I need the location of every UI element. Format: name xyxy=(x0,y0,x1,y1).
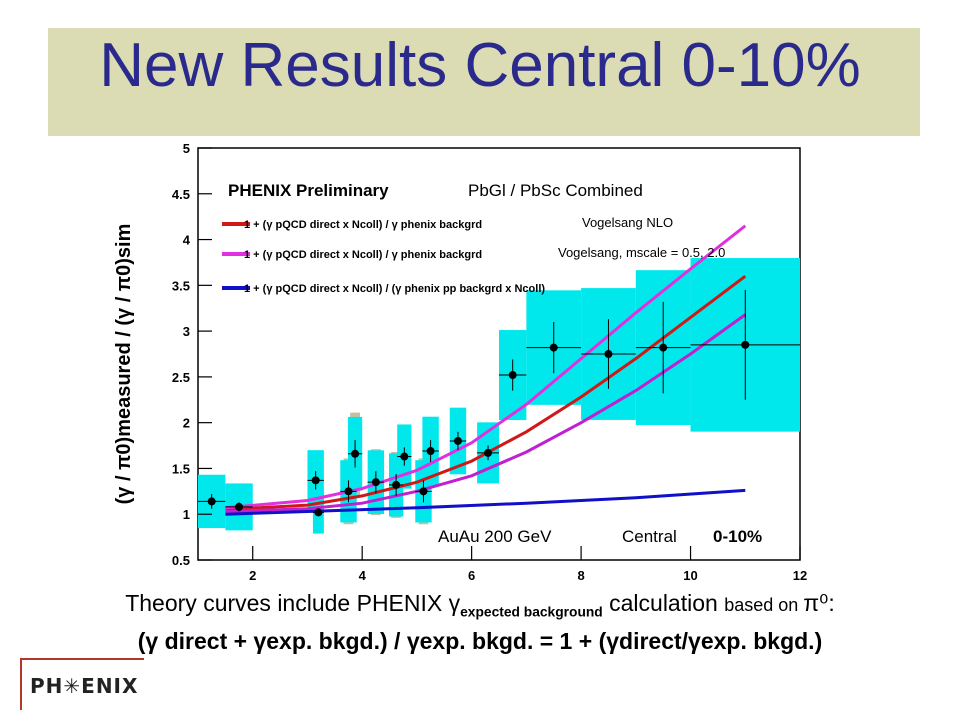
data-point xyxy=(426,447,435,456)
y-axis-label: (γ / π0)measured / (γ / π0)sim xyxy=(113,224,135,505)
y-tick-label: 1 xyxy=(183,507,190,522)
y-tick-label: 4.5 xyxy=(172,187,190,202)
x-tick-label: 4 xyxy=(359,568,367,583)
data-point xyxy=(400,452,409,461)
legend-note: Vogelsang NLO xyxy=(582,215,673,230)
data-point xyxy=(371,478,380,487)
x-tick-label: 10 xyxy=(683,568,697,583)
data-point xyxy=(419,487,428,496)
chart-header-bold: PHENIX Preliminary xyxy=(228,181,389,200)
data-point xyxy=(344,487,353,496)
phenix-logo: PH✳ENIX xyxy=(20,658,144,710)
data-point xyxy=(351,449,360,458)
data-point xyxy=(314,508,323,517)
data-point xyxy=(207,497,216,506)
caption-line-2: (γ direct + γexp. bkgd.) / γexp. bkgd. =… xyxy=(137,628,823,654)
caption-line-1: Theory curves include PHENIX γexpected b… xyxy=(125,590,835,620)
theory-curve xyxy=(225,224,747,510)
x-tick-label: 2 xyxy=(249,568,256,583)
annotation-centrality-range: 0-10% xyxy=(713,527,762,546)
annotation-centrality: Central xyxy=(622,527,677,546)
slide-title: New Results Central 0-10% xyxy=(99,31,861,100)
data-point xyxy=(741,340,750,349)
data-point xyxy=(604,350,613,358)
theory-curve xyxy=(225,488,746,516)
y-tick-label: 5 xyxy=(183,141,190,156)
data-point xyxy=(508,371,517,380)
data-point xyxy=(549,343,558,352)
data-point xyxy=(235,502,244,511)
data-point xyxy=(484,448,493,457)
data-point xyxy=(392,480,401,489)
y-tick-label: 0.5 xyxy=(172,553,190,568)
title-band xyxy=(48,28,920,136)
legend-text: 1 + (γ pQCD direct x Ncoll) / (γ phenix … xyxy=(244,283,545,295)
phenix-logo-text: PH✳ENIX xyxy=(30,674,139,698)
x-tick-label: 12 xyxy=(793,568,807,583)
y-tick-label: 2.5 xyxy=(172,370,190,385)
chart-header-normal: PbGl / PbSc Combined xyxy=(468,181,643,200)
y-tick-label: 1.5 xyxy=(172,461,190,476)
y-tick-label: 3.5 xyxy=(172,278,190,293)
annotation-system: AuAu 200 GeV xyxy=(438,527,552,546)
data-point xyxy=(311,476,320,485)
legend-note: Vogelsang, mscale = 0.5, 2.0 xyxy=(558,245,725,260)
x-tick-label: 6 xyxy=(468,568,475,583)
x-tick-label: 8 xyxy=(577,568,584,583)
y-tick-label: 2 xyxy=(183,416,190,431)
data-point xyxy=(659,343,668,352)
legend-text: 1 + (γ pQCD direct x Ncoll) / γ phenix b… xyxy=(244,219,482,231)
legend-text: 1 + (γ pQCD direct x Ncoll) / γ phenix b… xyxy=(244,249,482,261)
data-point xyxy=(453,436,462,445)
y-tick-label: 4 xyxy=(183,233,191,248)
y-tick-label: 3 xyxy=(183,324,190,339)
